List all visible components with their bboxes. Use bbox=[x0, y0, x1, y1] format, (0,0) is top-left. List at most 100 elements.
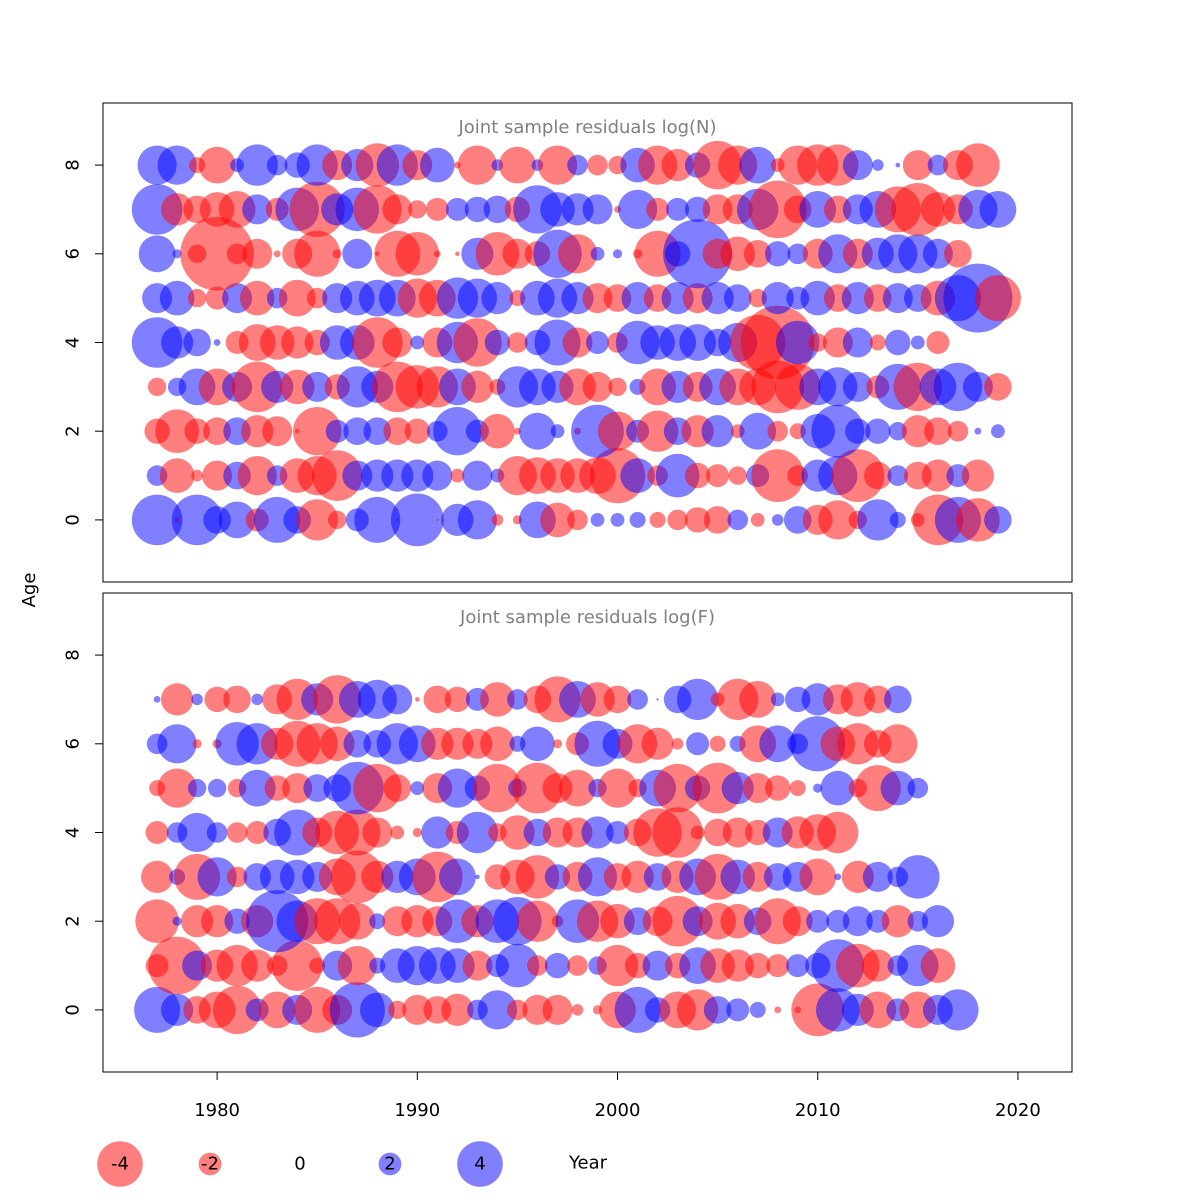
residual-bubble bbox=[587, 154, 608, 176]
residual-bubble bbox=[610, 513, 625, 527]
residual-bubble bbox=[410, 335, 425, 350]
residual-bubble bbox=[180, 217, 254, 291]
residual-bubble bbox=[787, 243, 808, 265]
residual-bubble bbox=[771, 514, 784, 526]
residual-bubble bbox=[926, 331, 950, 354]
y-tick-label: 8 bbox=[63, 649, 84, 660]
residual-bubble bbox=[656, 698, 659, 701]
residual-bubble bbox=[191, 469, 203, 482]
residual-bubble bbox=[544, 952, 571, 979]
residual-bubble bbox=[159, 458, 195, 493]
residual-bubble bbox=[266, 154, 288, 176]
residual-bubble bbox=[927, 154, 949, 176]
residual-bubble bbox=[889, 511, 906, 528]
residual-bubble bbox=[507, 999, 528, 1021]
panel-title: Joint sample residuals log(F) bbox=[459, 607, 715, 628]
residual-bubble bbox=[302, 371, 333, 402]
residual-bubble bbox=[750, 513, 765, 527]
residual-bubble bbox=[187, 778, 207, 798]
residual-bubble bbox=[567, 154, 588, 176]
residual-bubble bbox=[684, 462, 711, 489]
residual-bubble bbox=[581, 816, 614, 849]
residual-bubble bbox=[480, 682, 515, 717]
panels: Joint sample residuals log(N)02468Joint … bbox=[63, 102, 1073, 1073]
residual-bubble bbox=[461, 370, 494, 403]
residual-bubble bbox=[254, 496, 301, 543]
residual-bubble bbox=[338, 902, 376, 940]
residual-bubble bbox=[641, 727, 674, 760]
residual-bubble bbox=[597, 411, 638, 451]
residual-bubble bbox=[436, 518, 439, 522]
residual-bubble bbox=[742, 861, 773, 892]
residual-bubble bbox=[527, 955, 548, 976]
residual-bubble bbox=[191, 693, 203, 706]
residual-bubble bbox=[507, 332, 528, 353]
residual-bubble bbox=[251, 693, 263, 706]
residual-bubble bbox=[500, 815, 535, 850]
residual-bubble bbox=[184, 418, 210, 444]
residual-bubble bbox=[720, 903, 755, 939]
residual-bubble bbox=[627, 689, 648, 710]
residual-bubble bbox=[462, 460, 493, 491]
residual-bubble bbox=[342, 238, 373, 269]
residual-bubble bbox=[281, 326, 314, 359]
residual-bubble bbox=[157, 145, 197, 185]
residual-bubble bbox=[646, 197, 670, 221]
residual-bubble bbox=[159, 280, 195, 316]
residual-bubble bbox=[236, 144, 278, 186]
residual-bubble bbox=[453, 318, 502, 367]
residual-bubble bbox=[567, 509, 588, 531]
residual-bubble bbox=[841, 282, 874, 315]
residual-bubble bbox=[782, 906, 813, 937]
residual-bubble bbox=[198, 146, 236, 184]
residual-bubble bbox=[404, 418, 430, 444]
residual-bubble bbox=[884, 685, 912, 714]
residual-bubble bbox=[767, 420, 788, 442]
residual-bubble bbox=[813, 783, 823, 793]
y-tick-label: 6 bbox=[63, 248, 84, 259]
residual-bubble bbox=[172, 916, 182, 926]
residual-bubble bbox=[473, 763, 522, 813]
residual-bubble bbox=[629, 511, 646, 528]
residual-bubble bbox=[433, 250, 441, 258]
residual-bubble bbox=[902, 150, 933, 181]
residual-bubble bbox=[603, 685, 632, 714]
residual-bubble bbox=[663, 219, 733, 289]
residual-bubble bbox=[709, 735, 726, 752]
residual-bubble bbox=[789, 780, 806, 797]
residual-bubble bbox=[984, 506, 1012, 534]
residual-bubble bbox=[586, 331, 609, 354]
residual-bubble bbox=[138, 235, 176, 273]
residual-bubble bbox=[895, 162, 901, 168]
residual-bubble bbox=[207, 778, 227, 798]
residual-bubble bbox=[984, 373, 1012, 401]
residual-bubble bbox=[205, 286, 229, 310]
residual-bubble bbox=[701, 415, 734, 448]
residual-bubble bbox=[799, 858, 837, 896]
residual-bubble bbox=[840, 682, 876, 717]
y-tick-label: 8 bbox=[63, 159, 84, 170]
residual-bubble bbox=[580, 682, 615, 717]
residual-bubble bbox=[354, 496, 401, 543]
residual-bubble bbox=[552, 739, 563, 749]
residual-bubble bbox=[606, 821, 629, 844]
residual-bubble bbox=[786, 954, 810, 978]
y-tick-label: 6 bbox=[63, 738, 84, 749]
residual-bubble bbox=[559, 769, 596, 807]
residual-bubble bbox=[608, 377, 627, 397]
residual-bubble bbox=[720, 236, 755, 272]
x-axis-label: Year bbox=[568, 1153, 608, 1174]
residual-bubble bbox=[343, 730, 372, 758]
residual-bubble bbox=[857, 499, 899, 541]
residual-bubble bbox=[423, 685, 452, 714]
residual-bubble bbox=[706, 464, 730, 488]
residual-bubble bbox=[383, 774, 412, 802]
residual-bubble bbox=[808, 333, 827, 352]
residual-bubble bbox=[864, 685, 892, 714]
x-tick-label: 2010 bbox=[795, 1100, 841, 1121]
legend-label: -2 bbox=[201, 1154, 219, 1175]
residual-bubble bbox=[937, 989, 979, 1031]
residual-bubble bbox=[826, 909, 850, 933]
residual-bubble bbox=[203, 417, 231, 446]
